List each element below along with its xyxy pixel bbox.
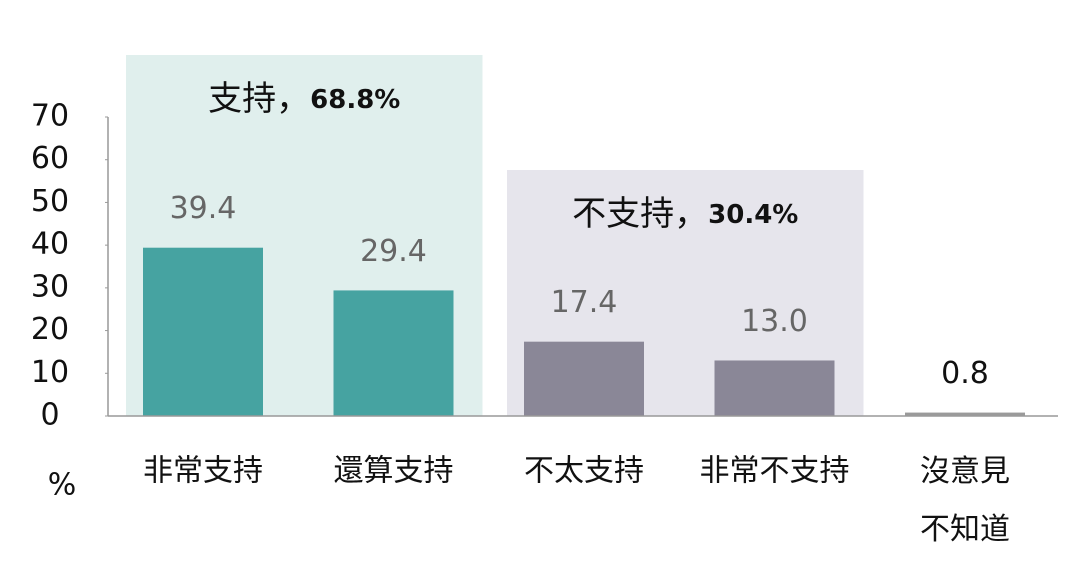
x-tick-label: 沒意見不知道	[920, 454, 1010, 547]
group-label: 支持，68.8%	[208, 79, 400, 119]
group-total: 30.4%	[708, 200, 798, 230]
x-tick-label: 非常不支持	[700, 454, 850, 489]
group-label: 不支持，30.4%	[572, 194, 798, 234]
value-label: 0.8	[941, 356, 989, 391]
group-name: 不支持，	[572, 194, 708, 234]
y-tick-label: 70	[31, 99, 69, 134]
bar	[143, 247, 263, 416]
value-label: 39.4	[170, 191, 237, 226]
y-tick-label: 40	[31, 227, 69, 262]
bar	[905, 412, 1025, 416]
value-label: 17.4	[551, 285, 618, 320]
value-label: 29.4	[360, 234, 427, 269]
x-tick-label: 非常支持	[143, 454, 263, 489]
group-total: 68.8%	[310, 85, 400, 115]
y-unit: %	[48, 468, 77, 503]
value-label: 13.0	[741, 304, 808, 339]
x-tick-label: 不太支持	[524, 454, 644, 489]
y-tick-label: 60	[31, 141, 69, 176]
y-tick-label: 0	[40, 398, 59, 433]
bar	[714, 360, 835, 416]
y-tick-label: 50	[31, 184, 69, 219]
bar	[333, 290, 454, 416]
y-tick-label: 30	[31, 269, 69, 304]
bar	[524, 341, 644, 416]
x-tick-label: 還算支持	[334, 454, 454, 489]
y-tick-label: 20	[31, 312, 69, 347]
y-tick-label: 10	[31, 355, 69, 390]
group-name: 支持，	[208, 79, 310, 119]
